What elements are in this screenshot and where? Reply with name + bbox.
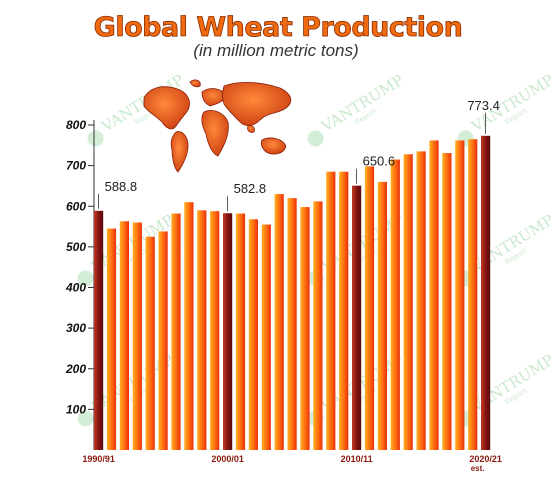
- bar: [261, 224, 271, 450]
- data-label: 588.8: [105, 179, 138, 194]
- data-labels-group: 588.8 582.8 650.6 773.4: [98, 98, 500, 212]
- y-axis-ticks: 100 200 300 400 500 600 700 800: [65, 118, 94, 416]
- data-label: 582.8: [234, 181, 267, 196]
- bar: [287, 198, 297, 450]
- y-tick-label: 500: [66, 240, 86, 254]
- watermark-leaf-icon: [77, 270, 94, 287]
- watermark-text: VANTRUMP: [317, 71, 406, 136]
- data-label: 773.4: [467, 98, 500, 113]
- x-tick-label: 1990/91: [82, 454, 115, 464]
- bar: [274, 194, 284, 450]
- bar: [429, 140, 439, 450]
- y-tick-label: 600: [66, 199, 86, 213]
- bar: [481, 135, 491, 450]
- world-map-icon: [143, 79, 292, 173]
- bar: [132, 222, 142, 450]
- y-tick-label: 400: [65, 281, 86, 295]
- bar: [442, 153, 452, 450]
- bar: [390, 159, 400, 450]
- bar: [223, 213, 233, 450]
- chart-subtitle: (in million metric tons): [193, 41, 358, 60]
- bar: [352, 185, 362, 450]
- y-tick-label: 700: [66, 159, 86, 173]
- bar: [455, 140, 465, 450]
- bar: [184, 202, 194, 450]
- bar: [403, 154, 413, 450]
- watermark-text: VANTRUMP: [467, 351, 556, 416]
- bar: [300, 207, 310, 450]
- bar: [377, 181, 387, 450]
- bar: [158, 231, 168, 450]
- bar: [171, 213, 181, 450]
- bar: [106, 228, 117, 450]
- bar: [235, 213, 246, 450]
- bar: [197, 210, 207, 450]
- bar: [326, 171, 336, 450]
- bar: [339, 171, 349, 450]
- watermark-text: VANTRUMP: [467, 211, 556, 276]
- bar: [248, 219, 258, 450]
- bar: [313, 201, 323, 450]
- x-tick-label: 2020/21: [469, 454, 502, 464]
- bar: [94, 210, 104, 450]
- chart-title: Global Wheat Production: [94, 12, 463, 43]
- y-tick-label: 800: [66, 118, 86, 132]
- x-tick-note: est.: [471, 464, 485, 473]
- bars-group: [94, 135, 491, 450]
- watermark-leaf-icon: [87, 130, 104, 147]
- bar: [364, 166, 375, 450]
- x-tick-label: 2010/11: [341, 454, 373, 464]
- bar: [416, 151, 426, 450]
- y-tick-label: 100: [66, 402, 86, 416]
- bar: [145, 236, 155, 450]
- watermark-leaf-icon: [307, 130, 324, 147]
- watermark-leaf-icon: [77, 410, 94, 427]
- data-label: 650.6: [363, 154, 396, 169]
- y-tick-label: 200: [65, 362, 86, 376]
- x-tick-label: 2000/01: [211, 454, 244, 464]
- bar: [119, 221, 129, 450]
- bar: [468, 139, 478, 450]
- bar: [210, 211, 220, 450]
- y-tick-label: 300: [66, 321, 86, 335]
